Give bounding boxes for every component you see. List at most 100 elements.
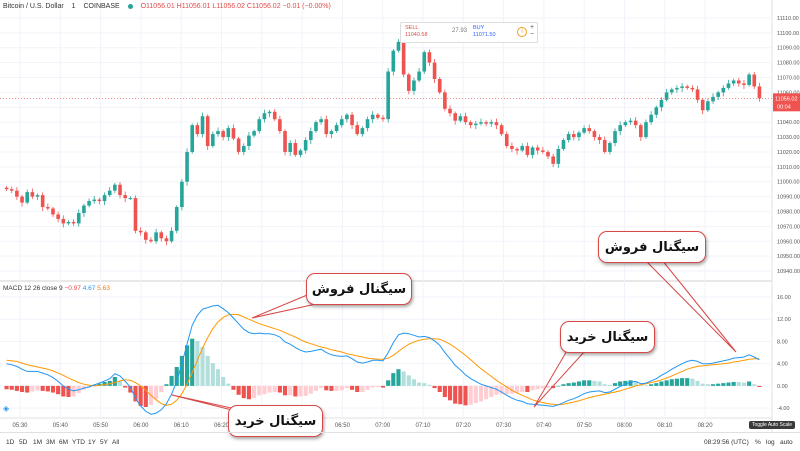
histogram-bar — [241, 385, 246, 399]
candle-body — [82, 205, 86, 213]
candle-body — [504, 134, 509, 146]
eye-icon[interactable]: ◈ — [3, 404, 10, 413]
time-tick-label: 08:10 — [657, 423, 673, 429]
candle-body — [427, 52, 432, 63]
symbol-name[interactable]: Bitcoin / U.S. Dollar — [3, 3, 64, 10]
candle-body — [443, 92, 447, 109]
candle-body — [231, 128, 236, 139]
histogram-bar — [607, 384, 612, 386]
candle-body — [582, 128, 586, 133]
candle-body — [515, 148, 519, 151]
histogram-bar — [267, 385, 272, 393]
auto-toggle[interactable]: auto — [780, 439, 793, 446]
histogram-bar — [463, 385, 468, 406]
candle-body — [690, 87, 695, 90]
candle-body — [200, 116, 205, 135]
macd-signal-value: 5.63 — [97, 285, 110, 292]
macd-tick-label: -4.00 — [777, 406, 790, 412]
macd-name: MACD 12 26 close 9 — [3, 285, 63, 292]
candle-body — [329, 131, 334, 135]
log-toggle[interactable]: log — [766, 439, 775, 446]
timeframe-5d[interactable]: 5D — [19, 439, 28, 446]
candle-body — [391, 50, 396, 72]
candle-body — [46, 207, 50, 209]
time-tick-label: 07:40 — [536, 423, 552, 429]
plus-icon[interactable]: + — [530, 24, 535, 31]
candle-body — [241, 145, 246, 152]
candles — [4, 38, 762, 246]
histogram-bar — [92, 384, 97, 386]
annotation-buy-bottom: سیگنال خرید — [228, 405, 323, 437]
histogram-bar — [747, 381, 752, 386]
histogram-bar — [571, 382, 576, 386]
interval[interactable]: 1 — [71, 3, 76, 10]
candle-body — [463, 116, 468, 123]
histogram-bar — [123, 385, 128, 388]
histogram-bar — [380, 385, 386, 388]
histogram-bar — [685, 378, 690, 386]
candle-body — [396, 41, 401, 51]
histogram-bar — [339, 385, 344, 391]
time-tick-label: 08:00 — [617, 423, 633, 429]
histogram-bar — [576, 381, 582, 386]
bottom-toolbar: 1D 5D 1M 3M 6M YTD 1Y 5Y All 08:29:56 (U… — [0, 432, 800, 451]
timeframe-5y[interactable]: 5Y — [100, 439, 108, 446]
macd-legend[interactable]: MACD 12 26 close 9 −0.97 4.67 5.63 — [3, 285, 110, 292]
candle-body — [25, 192, 30, 203]
histogram-bar — [566, 383, 571, 386]
candle-body — [143, 232, 148, 240]
minus-icon[interactable]: − — [530, 31, 535, 38]
candle-body — [66, 221, 71, 224]
candle-body — [247, 135, 251, 146]
histogram-bar — [530, 385, 535, 391]
histogram-bar — [690, 378, 695, 386]
histogram-bar — [45, 385, 50, 392]
candle-body — [669, 89, 674, 93]
info-icon[interactable]: i — [517, 27, 527, 37]
macd-tick-label: 0.00 — [777, 384, 788, 390]
timeframe-all[interactable]: All — [112, 439, 120, 446]
percent-toggle[interactable]: % — [755, 439, 761, 446]
histogram-bar — [386, 380, 391, 386]
market-status-icon — [127, 3, 133, 9]
histogram-bar — [710, 384, 716, 386]
candle-body — [479, 122, 483, 124]
histogram-bar — [205, 355, 210, 386]
timeframe-3m[interactable]: 3M — [46, 439, 56, 446]
histogram-bar — [638, 384, 643, 386]
price-tick-label: 10950.00 — [777, 254, 800, 260]
timeframe-ytd[interactable]: YTD — [72, 439, 85, 446]
candle-body — [211, 134, 215, 146]
sell-button[interactable]: SELL 11040.58 — [405, 25, 428, 39]
candle-body — [324, 119, 329, 135]
histogram-bar — [360, 385, 365, 392]
time-tick-label: 05:40 — [53, 423, 69, 429]
grid-lines — [0, 0, 773, 432]
buy-button[interactable]: BUY 11071.50 — [473, 25, 496, 39]
histogram-bar — [169, 375, 174, 386]
candle-body — [489, 122, 494, 124]
candle-body — [257, 119, 262, 132]
histogram-bar — [349, 385, 355, 390]
histogram-bar — [432, 385, 437, 389]
histogram-bar — [221, 377, 226, 386]
candle-body — [298, 150, 303, 155]
timeframe-1m[interactable]: 1M — [33, 439, 43, 446]
time-tick-label: 08:20 — [698, 423, 714, 429]
timeframe-1y[interactable]: 1Y — [88, 439, 96, 446]
candle-body — [613, 131, 617, 144]
timeframe-6m[interactable]: 6M — [59, 439, 69, 446]
candle-body — [61, 218, 66, 224]
sell-label: SELL — [405, 25, 419, 31]
utc-clock[interactable]: 08:29:56 (UTC) — [704, 439, 749, 446]
histogram-bar — [633, 381, 638, 386]
timeframe-1d[interactable]: 1D — [6, 439, 15, 446]
candle-body — [164, 238, 169, 242]
histogram-bar — [246, 385, 251, 400]
histogram-bar — [138, 385, 143, 406]
histogram-bar — [215, 369, 221, 386]
macd-tick-label: 16.00 — [777, 295, 791, 301]
histogram-bar — [612, 383, 618, 386]
candle-body — [283, 131, 287, 152]
